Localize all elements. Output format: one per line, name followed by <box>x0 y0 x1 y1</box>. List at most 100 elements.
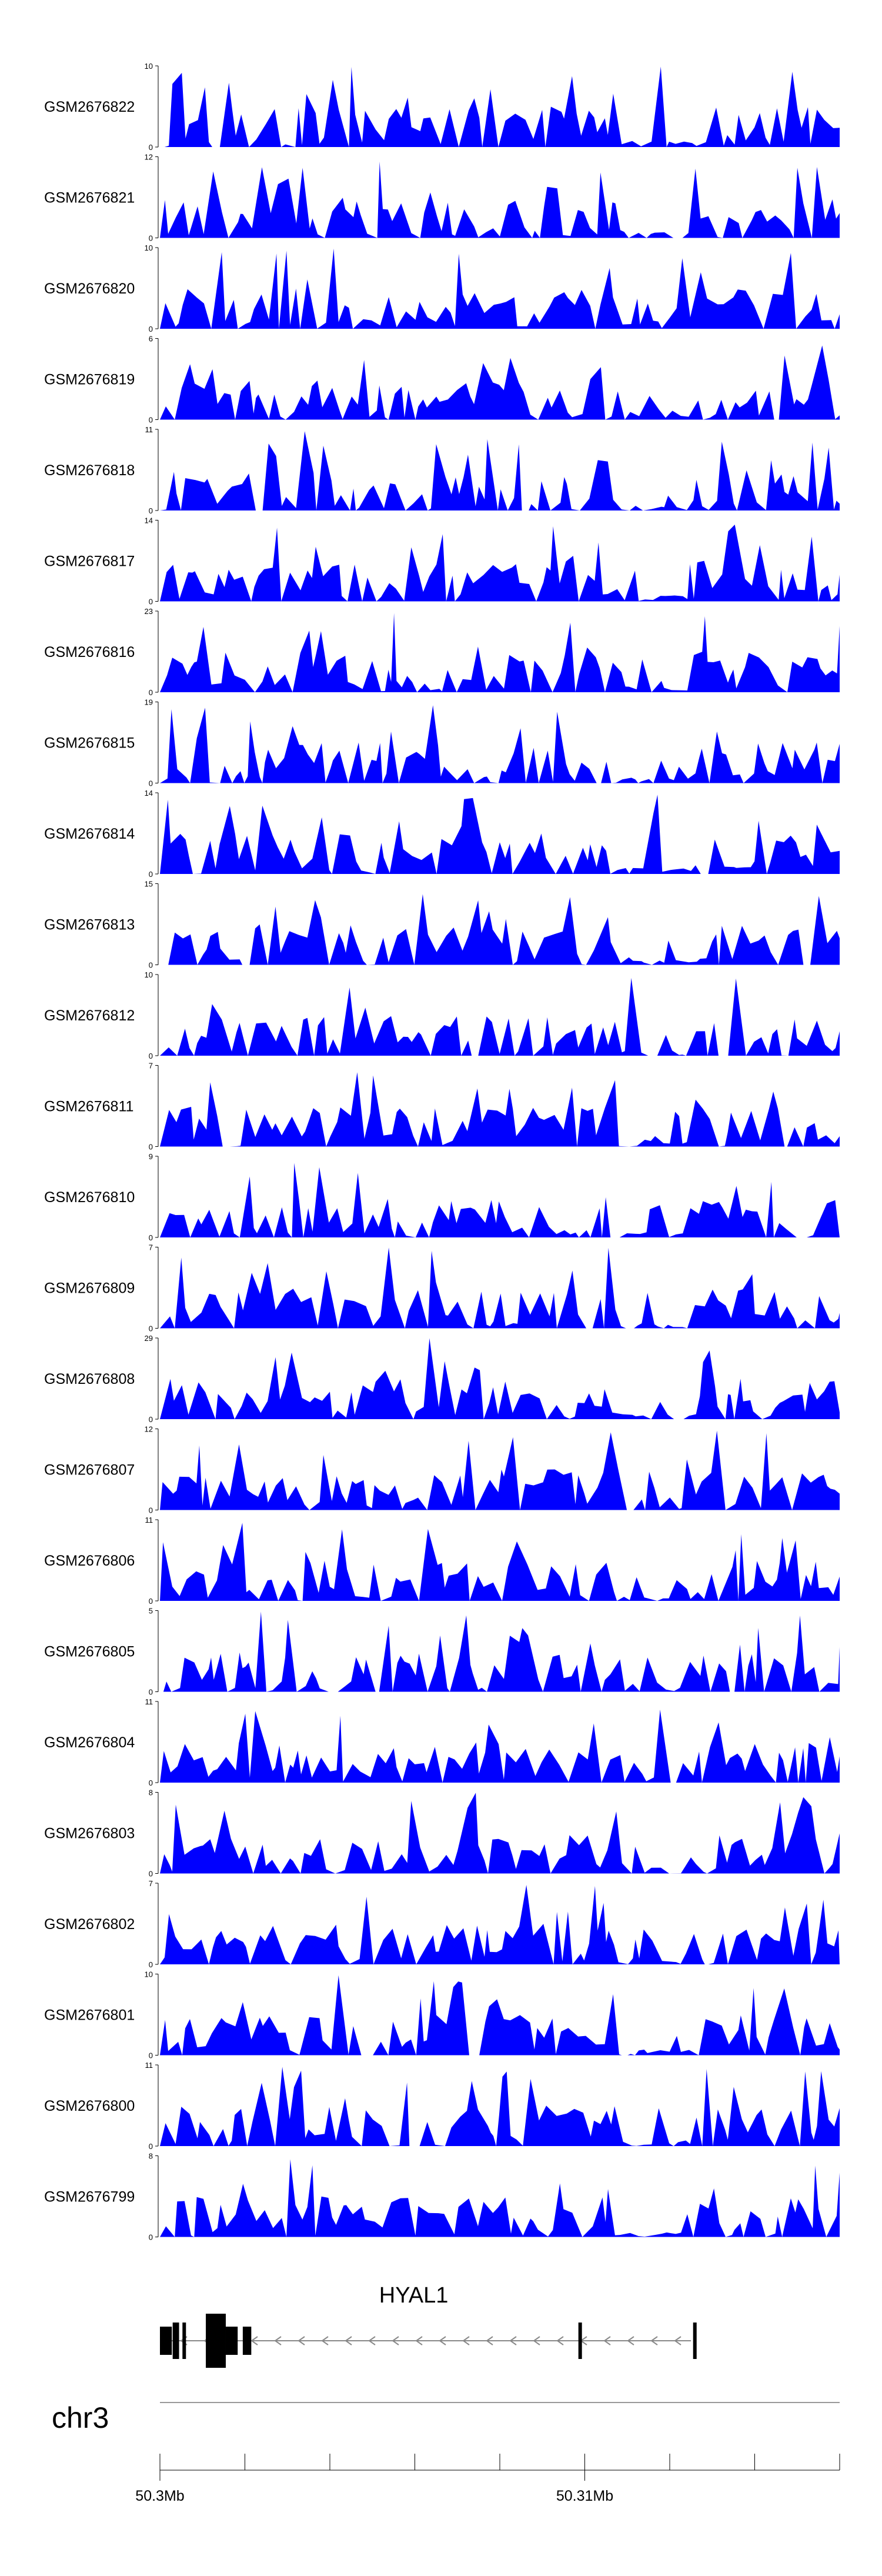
track-label: GSM2676815 <box>44 735 135 752</box>
y-axis-max-label: 10 <box>145 1970 153 1979</box>
gene-exon <box>182 2323 186 2359</box>
coverage-area-GSM2676813 <box>160 894 840 965</box>
track-label: GSM2676819 <box>44 372 135 388</box>
y-axis-min-label: 0 <box>149 325 153 333</box>
track-label: GSM2676817 <box>44 553 135 570</box>
strand-chevron <box>345 2336 352 2345</box>
coverage-area-GSM2676816 <box>160 613 840 692</box>
strand-chevron <box>627 2336 634 2345</box>
coverage-area-GSM2676822 <box>160 66 840 147</box>
strand-chevron <box>462 2336 470 2345</box>
track-label: GSM2676813 <box>44 917 135 933</box>
track-label: GSM2676810 <box>44 1189 135 1206</box>
track-label: GSM2676820 <box>44 281 135 297</box>
track-label: GSM2676809 <box>44 1280 135 1297</box>
track-label: GSM2676808 <box>44 1371 135 1387</box>
track-label: GSM2676818 <box>44 462 135 479</box>
coverage-area-GSM2676801 <box>160 1975 840 2056</box>
track-label: GSM2676807 <box>44 1462 135 1479</box>
coverage-area-GSM2676818 <box>160 431 840 510</box>
track-label: GSM2676799 <box>44 2189 135 2205</box>
y-axis-max-label: 5 <box>149 1607 153 1616</box>
y-axis-min-label: 0 <box>149 2142 153 2151</box>
track-label: GSM2676822 <box>44 99 135 115</box>
y-axis-max-label: 19 <box>145 698 153 707</box>
gene-exon <box>160 2327 172 2355</box>
coverage-area-GSM2676806 <box>160 1523 840 1601</box>
y-axis-max-label: 11 <box>145 1697 153 1706</box>
y-axis-min-label: 0 <box>149 1233 153 1242</box>
strand-chevron <box>486 2336 493 2345</box>
y-axis-min-label: 0 <box>149 1052 153 1060</box>
y-axis-max-label: 9 <box>149 1152 153 1161</box>
x-axis-tick-label: 50.3Mb <box>135 2488 184 2504</box>
y-axis-min-label: 0 <box>149 779 153 788</box>
y-axis-min-label: 0 <box>149 1688 153 1697</box>
coverage-area-GSM2676803 <box>160 1793 840 1874</box>
gene-exon <box>172 2323 179 2359</box>
gene-exon <box>206 2314 226 2368</box>
gene-exon <box>225 2327 238 2355</box>
y-axis-max-label: 7 <box>149 1243 153 1252</box>
coverage-area-GSM2676819 <box>160 345 840 420</box>
coverage-area-GSM2676815 <box>160 705 840 783</box>
y-axis-min-label: 0 <box>149 2051 153 2060</box>
y-axis-min-label: 0 <box>149 1506 153 1515</box>
strand-chevron <box>556 2336 564 2345</box>
track-label: GSM2676802 <box>44 1916 135 1933</box>
y-axis-min-label: 0 <box>149 2233 153 2242</box>
y-axis-max-label: 11 <box>145 2061 153 2070</box>
coverage-area-GSM2676820 <box>160 248 840 329</box>
coverage-area-GSM2676814 <box>160 795 840 874</box>
y-axis-min-label: 0 <box>149 961 153 970</box>
y-axis-min-label: 0 <box>149 1597 153 1606</box>
y-axis-max-label: 6 <box>149 335 153 343</box>
y-axis-min-label: 0 <box>149 1143 153 1152</box>
y-axis-max-label: 14 <box>145 789 153 798</box>
coverage-area-GSM2676821 <box>160 161 840 238</box>
track-label: GSM2676801 <box>44 2007 135 2024</box>
y-axis-min-label: 0 <box>149 1870 153 1878</box>
y-axis-min-label: 0 <box>149 688 153 697</box>
track-label: GSM2676803 <box>44 1826 135 1842</box>
y-axis-min-label: 0 <box>149 1960 153 1969</box>
coverage-area-GSM2676804 <box>160 1709 840 1783</box>
strand-chevron <box>250 2336 258 2345</box>
coverage-area-GSM2676810 <box>160 1163 840 1237</box>
coverage-area-GSM2676805 <box>160 1611 840 1692</box>
strand-chevron <box>674 2336 681 2345</box>
track-label: GSM2676812 <box>44 1007 135 1024</box>
track-label: GSM2676814 <box>44 826 135 842</box>
y-axis-min-label: 0 <box>149 1415 153 1424</box>
gene-exon <box>578 2323 582 2359</box>
y-axis-max-label: 15 <box>145 880 153 889</box>
strand-chevron <box>650 2336 658 2345</box>
strand-chevron <box>533 2336 540 2345</box>
y-axis-max-label: 11 <box>145 425 153 434</box>
y-axis-max-label: 12 <box>145 1425 153 1434</box>
coverage-area-GSM2676807 <box>160 1430 840 1510</box>
coverage-area-GSM2676809 <box>160 1247 840 1329</box>
strand-chevron <box>298 2336 305 2345</box>
y-axis-max-label: 7 <box>149 1879 153 1888</box>
coverage-area-GSM2676817 <box>160 525 840 602</box>
chromosome-label: chr3 <box>52 2401 109 2434</box>
track-label: GSM2676821 <box>44 190 135 206</box>
y-axis-max-label: 10 <box>145 970 153 979</box>
strand-chevron <box>274 2336 282 2345</box>
y-axis-min-label: 0 <box>149 870 153 879</box>
y-axis-max-label: 10 <box>145 62 153 71</box>
coverage-area-GSM2676802 <box>160 1885 840 1964</box>
track-label: GSM2676804 <box>44 1734 135 1751</box>
y-axis-max-label: 11 <box>145 1516 153 1524</box>
coverage-area-GSM2676808 <box>160 1338 840 1419</box>
track-label: GSM2676800 <box>44 2098 135 2114</box>
y-axis-max-label: 7 <box>149 1062 153 1070</box>
coverage-area-GSM2676800 <box>160 2067 840 2146</box>
gene-exon <box>242 2327 252 2355</box>
y-axis-min-label: 0 <box>149 1778 153 1787</box>
y-axis-max-label: 10 <box>145 243 153 252</box>
y-axis-max-label: 14 <box>145 516 153 525</box>
gene-exon <box>693 2323 697 2359</box>
